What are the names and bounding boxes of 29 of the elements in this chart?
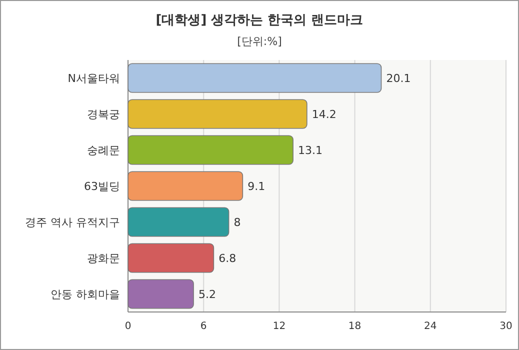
data-label: 14.2 xyxy=(312,108,336,121)
x-tick-label: 12 xyxy=(272,321,286,332)
y-tick-label: N서울타워 xyxy=(68,72,120,85)
x-tick-label: 18 xyxy=(348,321,362,332)
y-tick-label: 숭례문 xyxy=(87,144,120,157)
data-label: 9.1 xyxy=(248,180,266,193)
x-tick-label: 0 xyxy=(124,321,132,332)
bar xyxy=(128,279,194,309)
bar xyxy=(128,243,214,273)
y-tick-label: 광화문 xyxy=(87,252,120,265)
y-tick-label: 경복궁 xyxy=(87,108,120,121)
x-tick-label: 6 xyxy=(200,321,207,332)
data-label: 8 xyxy=(234,216,241,229)
chart-subtitle: [단위:%] xyxy=(237,35,282,48)
x-tick-label: 24 xyxy=(424,321,437,332)
bar xyxy=(128,135,294,165)
y-tick-label: 경주 역사 유적지구 xyxy=(25,216,120,229)
data-label: 5.2 xyxy=(198,288,216,301)
y-tick-label: 안동 하회마을 xyxy=(50,288,120,301)
bar xyxy=(128,171,244,201)
y-tick-label: 63빌딩 xyxy=(84,180,120,193)
bar xyxy=(128,207,230,237)
x-tick-label: 30 xyxy=(500,321,512,332)
bar xyxy=(128,99,308,129)
bar xyxy=(128,63,382,93)
chart-title: [대학생] 생각하는 한국의 랜드마크 xyxy=(156,13,364,28)
data-label: 13.1 xyxy=(298,144,323,157)
data-label: 6.8 xyxy=(218,252,236,265)
data-label: 20.1 xyxy=(386,72,411,85)
